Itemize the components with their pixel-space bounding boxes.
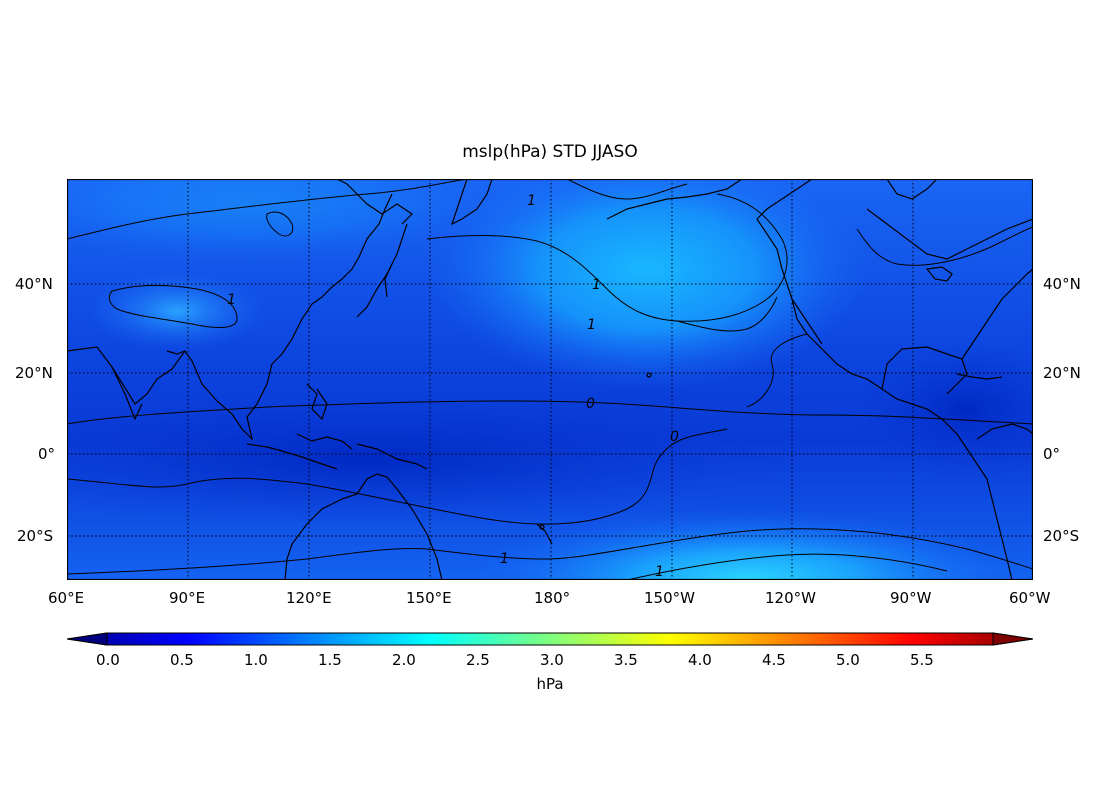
lon-label: 150°E (406, 589, 452, 607)
colorbar-tick: 2.0 (392, 651, 416, 669)
lat-label-right: 40°N (1043, 275, 1081, 293)
contour-label: 0 (586, 396, 595, 412)
map-panel: 1 1 1 1 0 0 1 1 (67, 179, 1033, 580)
lat-label-left: 40°N (15, 275, 53, 293)
colorbar-tick: 2.5 (466, 651, 490, 669)
coastlines (67, 179, 1033, 580)
colorbar-unit-label: hPa (536, 675, 564, 693)
lat-label-right: 0° (1043, 445, 1061, 463)
colorbar-tick: 1.5 (318, 651, 342, 669)
colorbar-tick: 0.0 (96, 651, 120, 669)
lat-label-left: 20°S (17, 527, 54, 545)
colorbar-tick: 3.5 (614, 651, 638, 669)
colorbar-tick: 5.0 (836, 651, 860, 669)
colorbar-tick: 1.0 (244, 651, 268, 669)
lon-label: 60°E (48, 589, 85, 607)
lat-label-right: 20°N (1043, 364, 1081, 382)
lon-label: 90°E (169, 589, 206, 607)
graticule (67, 179, 1033, 580)
contour-lines (67, 179, 1033, 580)
colorbar (67, 632, 1033, 646)
contour-label: 0 (670, 429, 679, 445)
contour-label: 1 (655, 564, 664, 580)
lat-label-right: 20°S (1043, 527, 1080, 545)
colorbar-tick: 5.5 (910, 651, 934, 669)
lat-label-left: 20°N (15, 364, 53, 382)
contour-label: 1 (592, 277, 601, 293)
contour-label: 1 (227, 292, 236, 308)
colorbar-tick: 4.5 (762, 651, 786, 669)
colorbar-tick: 0.5 (170, 651, 194, 669)
lon-label: 150°W (644, 589, 695, 607)
contour-label: 1 (527, 193, 536, 209)
lon-label: 120°W (765, 589, 816, 607)
colorbar-tick: 3.0 (540, 651, 564, 669)
lon-label: 180° (534, 589, 571, 607)
contour-label: 1 (587, 317, 596, 333)
contour-label: 1 (500, 551, 509, 567)
colorbar-tick: 4.0 (688, 651, 712, 669)
contour-labels: 1 1 1 1 0 0 1 1 (227, 193, 679, 580)
lon-label: 120°E (286, 589, 332, 607)
lon-label: 60°W (1009, 589, 1051, 607)
map-title: mslp(hPa) STD JJASO (462, 142, 638, 162)
lon-label: 90°W (890, 589, 932, 607)
lat-label-left: 0° (38, 445, 56, 463)
